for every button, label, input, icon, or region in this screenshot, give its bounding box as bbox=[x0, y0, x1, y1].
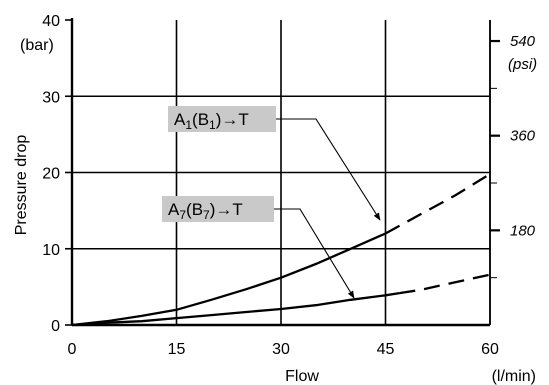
series-callout-box bbox=[168, 106, 276, 132]
series-line-1-extrapolated bbox=[384, 173, 491, 235]
grid bbox=[72, 20, 491, 325]
y-tick-label: 0 bbox=[51, 318, 60, 335]
series-line-2 bbox=[71, 291, 400, 327]
series-callout-arrow bbox=[276, 118, 381, 221]
y-tick-label: 30 bbox=[42, 89, 60, 106]
y2-tick-label: 180 bbox=[510, 222, 536, 239]
y-tick-label: 10 bbox=[42, 242, 60, 259]
axes: 0 15 30 45 60 0 10 20 30 40 180 360 540 bbox=[42, 13, 535, 358]
y-axis-title: Pressure drop bbox=[13, 135, 30, 236]
x-axis-title: Flow bbox=[285, 368, 319, 385]
y-tick-label: 20 bbox=[42, 166, 60, 183]
series-lines bbox=[71, 173, 491, 327]
y2-tick-label: 540 bbox=[510, 33, 536, 50]
y2-tick-label: 360 bbox=[510, 128, 536, 145]
series-callout-label: A1(B1)→T bbox=[174, 110, 249, 132]
y-unit-label: (bar) bbox=[20, 37, 54, 54]
x-tick-label: 30 bbox=[272, 341, 290, 358]
x-unit-label: (l/min) bbox=[492, 368, 536, 385]
x-tick-label: 15 bbox=[168, 341, 186, 358]
series-line-2-extrapolated bbox=[399, 273, 491, 295]
y2-unit-label: (psi) bbox=[508, 56, 537, 73]
x-tick-label: 60 bbox=[481, 341, 499, 358]
y-tick-label: 40 bbox=[42, 13, 60, 30]
series-callouts: A1(B1)→T A7(B7)→T bbox=[162, 106, 381, 299]
series-callout-box bbox=[162, 196, 274, 222]
series-line-1 bbox=[71, 232, 386, 327]
x-tick-label: 45 bbox=[377, 341, 395, 358]
x-tick-label: 0 bbox=[68, 341, 77, 358]
series-callout-label: A7(B7)→T bbox=[168, 200, 243, 222]
series-callout-arrow bbox=[274, 208, 355, 299]
